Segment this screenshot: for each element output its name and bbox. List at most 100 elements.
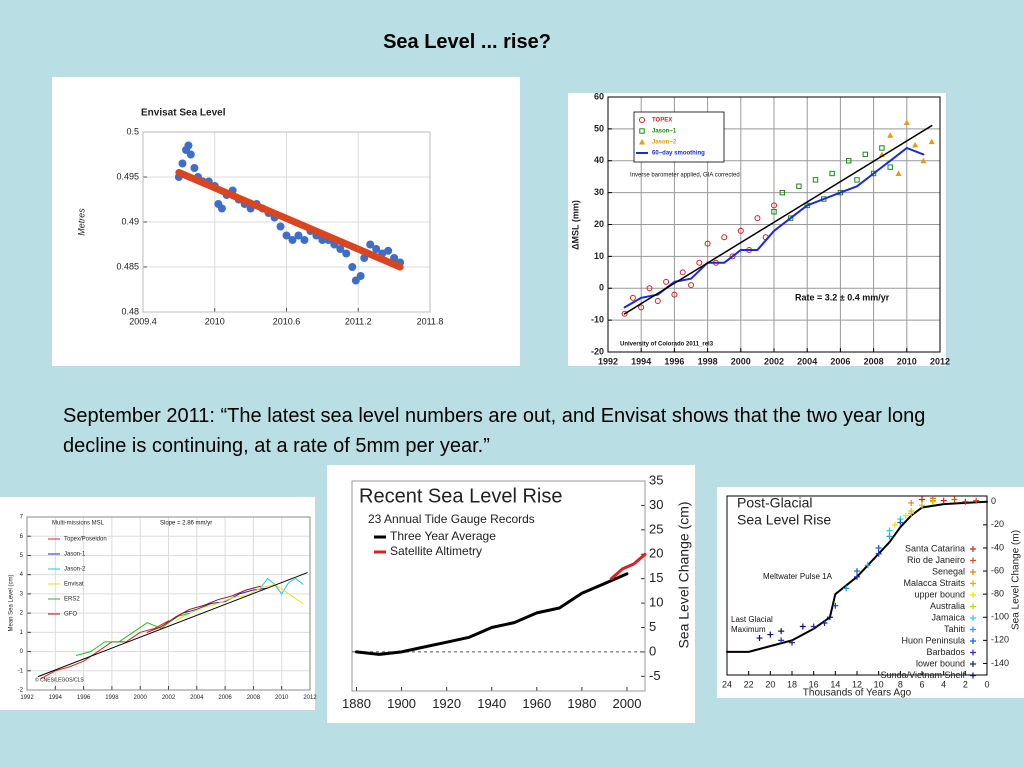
data-point	[895, 170, 902, 176]
data-point	[870, 170, 877, 177]
chart-title: Post-Glacial	[737, 495, 812, 511]
x-tick-label: 1998	[105, 695, 119, 701]
y-tick-label: 0	[20, 649, 24, 655]
x-tick-label: 1940	[477, 696, 506, 711]
legend-label: Barbados	[926, 647, 965, 657]
data-point	[184, 141, 193, 150]
data-point	[789, 639, 795, 646]
plot-frame	[351, 480, 646, 692]
annotation: © CNES/LEGOS/CLS	[35, 676, 84, 683]
x-tick-label: 2006	[218, 695, 232, 701]
data-point	[912, 141, 919, 148]
data-point	[366, 240, 375, 249]
x-tick-label: 2004	[190, 695, 204, 701]
x-tick-label: 1920	[432, 696, 461, 711]
x-tick-label: 1996	[77, 695, 91, 701]
x-tick-label: 20	[765, 679, 775, 689]
chart-title: Envisat Sea Level	[141, 108, 226, 119]
y-tick-label: 0.485	[116, 261, 139, 271]
y-tick-label: 4	[20, 572, 24, 578]
x-tick-label: 18	[787, 679, 797, 689]
data-point	[962, 498, 969, 505]
y-tick-label: -100	[991, 612, 1009, 622]
data-point	[621, 310, 628, 317]
y-tick-label: 30	[594, 187, 604, 197]
data-point	[638, 304, 645, 311]
data-point	[887, 164, 893, 170]
x-tick-label: 22	[744, 679, 754, 689]
x-tick-label: 1994	[49, 695, 63, 701]
chart-panel	[327, 465, 695, 723]
x-tick-label: 8	[898, 679, 903, 689]
x-tick-label: 2012	[930, 356, 950, 366]
y-axis-label: Mean Sea Level (cm)	[9, 574, 15, 631]
data-point	[336, 245, 345, 253]
data-point	[342, 249, 351, 258]
x-tick-label: 2012	[303, 695, 317, 701]
plot-frame	[142, 131, 431, 313]
data-point	[671, 291, 678, 298]
x-tick-label: 2008	[864, 356, 884, 366]
legend-swatch	[639, 139, 645, 145]
x-tick-label: 6	[919, 679, 924, 689]
data-point	[348, 263, 357, 271]
chart-subtitle: 23 Annual Tide Gauge Records	[368, 512, 535, 526]
y-tick-label: -5	[649, 668, 661, 683]
x-tick-label: 24	[722, 679, 732, 689]
data-point	[929, 498, 936, 505]
legend-label: Jamaica	[931, 612, 965, 622]
data-point	[629, 294, 636, 301]
y-axis-label: ΔMSL (mm)	[570, 200, 580, 250]
x-tick-label: 1960	[522, 696, 551, 711]
data-point	[875, 550, 882, 557]
legend-label: TOPEX	[652, 118, 672, 124]
data-line	[175, 583, 304, 622]
data-point	[771, 209, 777, 215]
quote: September 2011: “The latest sea level nu…	[63, 405, 926, 457]
y-tick-label: 20	[649, 546, 663, 561]
y-tick-label: -120	[991, 635, 1009, 645]
data-line	[40, 620, 169, 679]
legend-swatch	[970, 603, 976, 610]
x-tick-label: 2009.4	[129, 316, 157, 326]
legend-swatch	[639, 117, 645, 123]
data-line	[76, 612, 191, 656]
y-tick-label: 10	[594, 251, 604, 261]
legend-label: GFO	[64, 612, 77, 618]
data-point	[812, 177, 819, 183]
legend-label: Santa Catarina	[905, 543, 965, 553]
data-point	[826, 614, 833, 621]
y-tick-label: 5	[649, 619, 656, 634]
data-point	[737, 227, 744, 234]
legend-label: Sunda/Vietnam Shelf	[881, 670, 966, 680]
data-point	[919, 502, 925, 509]
y-tick-label: 0	[649, 643, 656, 658]
data-point	[778, 628, 785, 635]
x-tick-label: 2	[963, 679, 968, 689]
y-tick-label: 6	[20, 534, 24, 540]
y-tick-label: 2	[20, 611, 24, 617]
y-axis-label: Sea Level Change (m)	[1011, 530, 1022, 630]
x-tick-label: 1994	[631, 356, 651, 366]
y-axis-label: Metres	[76, 208, 86, 236]
data-point	[178, 159, 187, 168]
data-point	[810, 623, 817, 630]
data-point	[186, 150, 195, 159]
y-tick-label: -60	[991, 565, 1004, 575]
x-tick-label: 0	[984, 679, 989, 689]
legend-swatch	[970, 592, 976, 598]
data-point	[951, 496, 958, 503]
x-tick-label: 1992	[20, 695, 34, 701]
x-tick-label: 2000	[731, 356, 751, 366]
data-point	[832, 602, 839, 609]
annotation: Meltwater Pulse 1A	[763, 572, 833, 581]
y-tick-label: 0.49	[121, 216, 139, 226]
y-tick-label: 60	[594, 91, 604, 101]
legend-swatch	[970, 546, 976, 552]
data-line	[168, 587, 268, 624]
y-tick-label: 5	[20, 553, 24, 559]
data-line	[623, 147, 925, 309]
y-tick-label: 0.495	[116, 171, 139, 181]
y-tick-label: 15	[649, 570, 663, 585]
x-tick-label: 2002	[162, 695, 176, 701]
